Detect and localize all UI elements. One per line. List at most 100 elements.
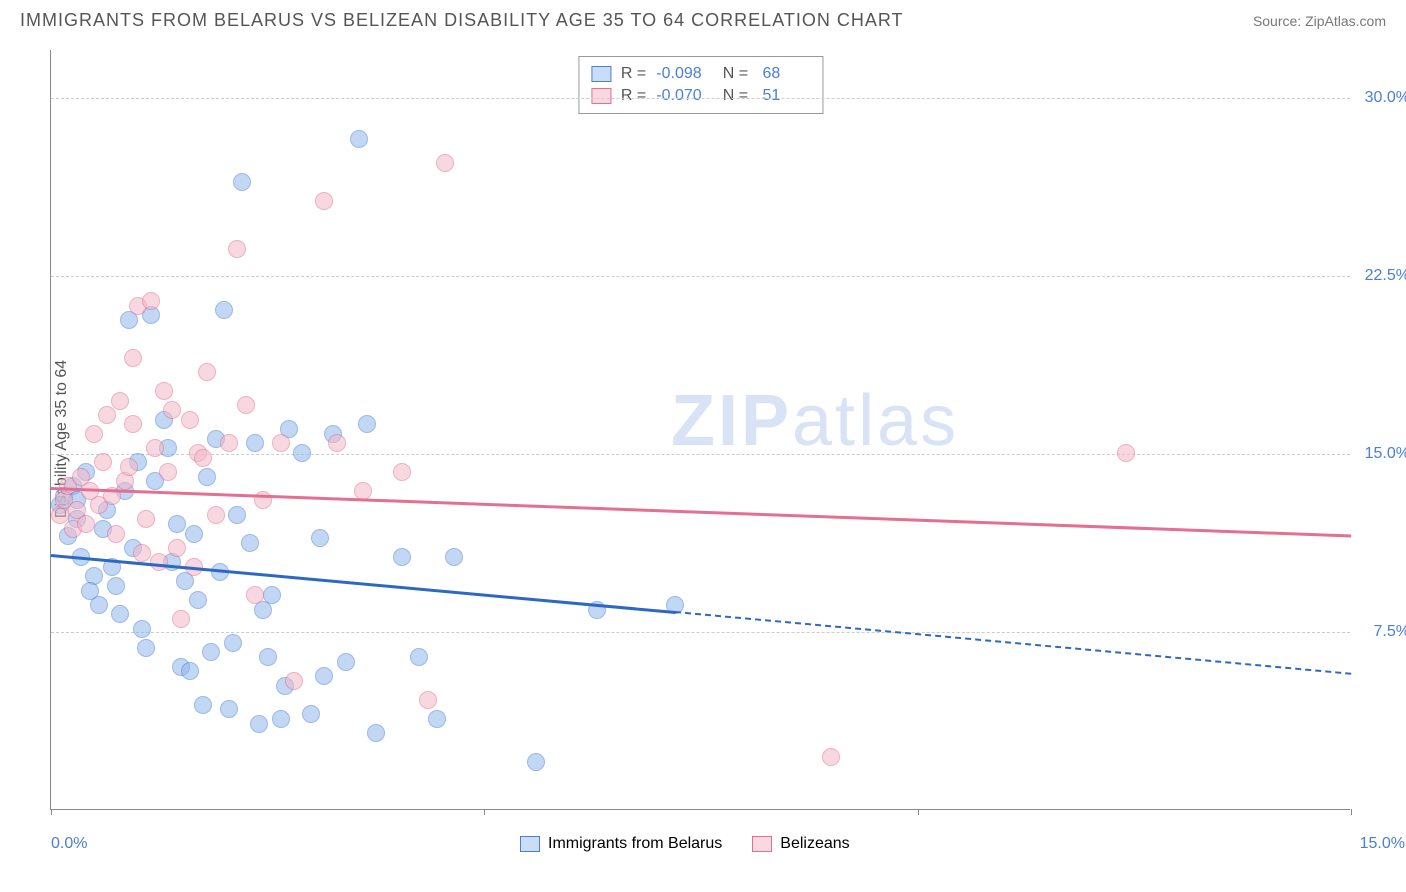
data-point [393,463,411,481]
data-point [181,662,199,680]
data-point [315,192,333,210]
data-point [124,415,142,433]
data-point [241,534,259,552]
data-point [94,453,112,471]
legend-item: Belizeans [752,835,849,853]
data-point [194,696,212,714]
data-point [133,544,151,562]
data-point [111,392,129,410]
data-point [315,667,333,685]
watermark: ZIPatlas [671,380,959,462]
x-tick [918,809,919,815]
n-value: 51 [758,87,810,105]
x-tick-label: 0.0% [51,835,87,853]
source-label: Source: ZipAtlas.com [1253,13,1386,29]
data-point [189,591,207,609]
legend-swatch [591,66,611,82]
data-point [107,577,125,595]
data-point [228,240,246,258]
data-point [90,596,108,614]
y-tick-label: 7.5% [1374,623,1406,641]
data-point [237,396,255,414]
legend-row: R =-0.070 N = 51 [591,85,810,107]
legend-row: R =-0.098 N = 68 [591,63,810,85]
data-point [293,444,311,462]
data-point [181,411,199,429]
data-point [155,382,173,400]
data-point [120,458,138,476]
trend-line [51,554,675,613]
data-point [172,610,190,628]
data-point [207,506,225,524]
y-tick-label: 22.5% [1365,267,1406,285]
data-point [393,548,411,566]
r-label: R = [621,87,646,105]
data-point [263,586,281,604]
data-point [367,724,385,742]
r-label: R = [621,65,646,83]
data-point [354,482,372,500]
data-point [302,705,320,723]
data-point [228,506,246,524]
data-point [428,710,446,728]
legend-swatch [752,836,772,852]
n-value: 68 [758,65,810,83]
data-point [822,748,840,766]
gridline [51,632,1350,633]
data-point [142,292,160,310]
data-point [272,710,290,728]
data-point [194,449,212,467]
data-point [159,463,177,481]
x-tick-label: 15.0% [1360,835,1405,853]
data-point [250,715,268,733]
data-point [246,586,264,604]
x-tick [51,809,52,815]
data-point [358,415,376,433]
data-point [168,539,186,557]
data-point [527,753,545,771]
y-tick-label: 15.0% [1365,445,1406,463]
data-point [133,620,151,638]
x-tick [484,809,485,815]
data-point [77,515,95,533]
trend-line-dashed [675,611,1351,675]
data-point [220,700,238,718]
data-point [198,363,216,381]
data-point [163,401,181,419]
data-point [146,439,164,457]
data-point [150,553,168,571]
data-point [337,653,355,671]
chart-area: Disability Age 35 to 64 ZIPatlas R =-0.0… [50,50,1350,810]
legend-label: Belizeans [780,835,849,853]
data-point [419,691,437,709]
scatter-plot: ZIPatlas R =-0.098 N = 68R =-0.070 N = 5… [50,50,1350,810]
data-point [98,406,116,424]
correlation-legend: R =-0.098 N = 68R =-0.070 N = 51 [578,56,823,114]
data-point [272,434,290,452]
data-point [185,525,203,543]
data-point [124,349,142,367]
x-tick [1351,809,1352,815]
data-point [224,634,242,652]
data-point [328,434,346,452]
data-point [107,525,125,543]
data-point [168,515,186,533]
data-point [111,605,129,623]
legend-label: Immigrants from Belarus [548,835,722,853]
data-point [215,301,233,319]
data-point [445,548,463,566]
data-point [220,434,238,452]
legend-swatch [520,836,540,852]
data-point [285,672,303,690]
data-point [246,434,264,452]
data-point [259,648,277,666]
gridline [51,98,1350,99]
gridline [51,276,1350,277]
data-point [85,425,103,443]
r-value: -0.098 [656,65,708,83]
data-point [137,510,155,528]
series-legend: Immigrants from Belarus Belizeans [520,835,850,853]
y-tick-label: 30.0% [1365,89,1406,107]
data-point [233,173,251,191]
data-point [1117,444,1135,462]
